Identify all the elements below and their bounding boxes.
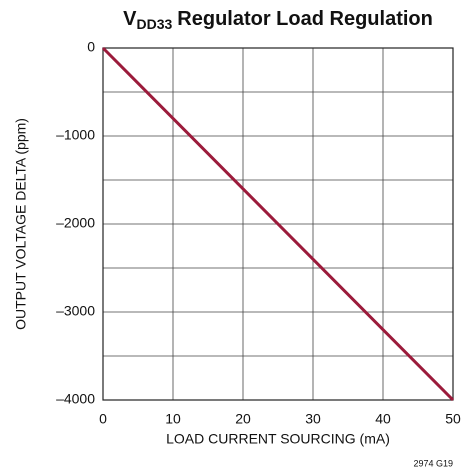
title-rest: Regulator Load Regulation: [177, 8, 433, 30]
line: [101, 46, 455, 402]
plot-frame: [102, 47, 454, 401]
y-tick-label: –4000: [56, 391, 95, 407]
title-main: V: [123, 8, 137, 30]
chart-title: VDD33 Regulator Load Regulation: [123, 8, 433, 31]
x-tick-label: 0: [99, 411, 107, 427]
footnote: 2974 G19: [413, 458, 453, 468]
y-tick-label: –1000: [56, 127, 95, 143]
y-tick-label: 0: [87, 39, 95, 55]
x-tick-label: 20: [235, 411, 251, 427]
y-tick-label: –2000: [56, 215, 95, 231]
x-tick-label: 10: [165, 411, 181, 427]
x-axis-label: LOAD CURRENT SOURCING (mA): [166, 431, 390, 447]
y-tick-label: –3000: [56, 303, 95, 319]
x-tick-label: 50: [445, 411, 461, 427]
title-subscript: DD33: [136, 16, 172, 32]
x-tick-label: 30: [305, 411, 321, 427]
x-tick-label: 40: [375, 411, 391, 427]
y-axis-label: OUTPUT VOLTAGE DELTA (ppm): [13, 118, 29, 330]
